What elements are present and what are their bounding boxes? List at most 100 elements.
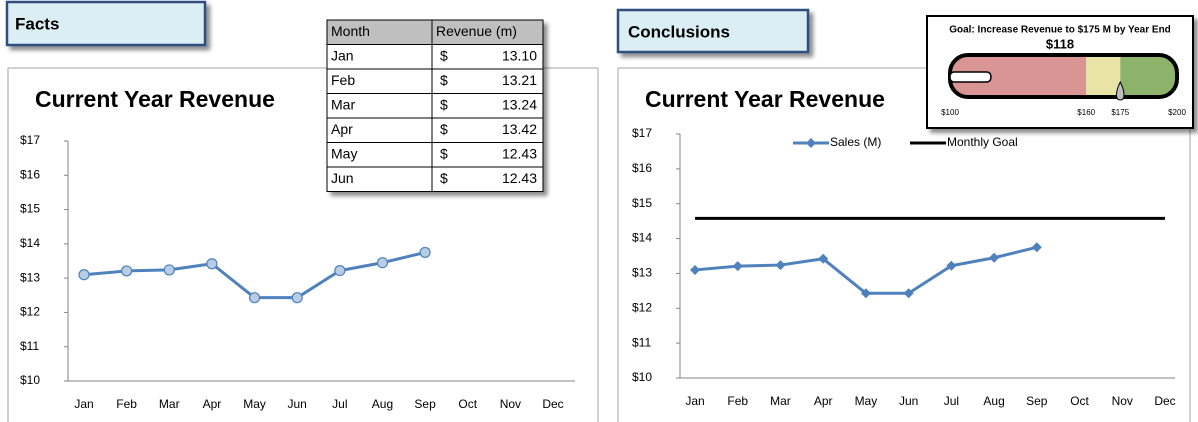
x-tick-label: Jan — [74, 397, 93, 411]
marker — [121, 265, 133, 277]
y-tick-label: $15 — [632, 196, 652, 210]
x-tick-label: Sep — [1026, 394, 1048, 408]
table-cell: $ — [440, 170, 448, 186]
marker — [419, 246, 431, 259]
gauge-needle — [949, 71, 992, 83]
table-header: Month — [331, 23, 370, 39]
y-tick-label: $16 — [632, 161, 652, 175]
marker — [989, 252, 1000, 263]
gauge-tick-label: $175 — [1111, 108, 1129, 117]
x-tick-label: Sep — [414, 397, 436, 411]
table-cell: 13.42 — [502, 121, 537, 137]
marker — [163, 264, 175, 276]
marker — [376, 257, 389, 269]
gauge-tick-label: $160 — [1077, 108, 1095, 117]
chart-title: Current Year Revenue — [645, 86, 885, 112]
table-cell: 13.21 — [502, 72, 537, 88]
x-tick-label: Jun — [899, 394, 918, 408]
table-cell: May — [331, 145, 357, 161]
marker — [1031, 242, 1042, 253]
facts-box — [5, 0, 207, 47]
y-tick-label: $15 — [20, 202, 40, 216]
table-cell: Apr — [331, 121, 353, 137]
table-cell: Jun — [331, 170, 354, 186]
table-cell: $ — [440, 145, 448, 161]
x-tick-label: Dec — [542, 397, 563, 411]
y-tick-label: $12 — [632, 300, 652, 314]
marker — [206, 258, 218, 270]
y-tick-label: $11 — [632, 335, 651, 349]
x-tick-label: Jan — [685, 394, 704, 408]
x-tick-label: Aug — [983, 394, 1004, 408]
table-cell: 13.24 — [502, 96, 537, 112]
x-tick-label: Aug — [372, 397, 393, 411]
y-tick-label: $14 — [632, 231, 652, 245]
x-tick-label: Dec — [1154, 394, 1175, 408]
y-tick-label: $11 — [20, 339, 39, 353]
table-frame — [326, 19, 544, 192]
y-tick-label: $17 — [20, 133, 40, 147]
x-tick-label: Mar — [770, 394, 791, 408]
conclusions-box — [616, 8, 810, 54]
marker — [248, 292, 261, 304]
gauge-band — [1120, 55, 1177, 97]
y-tick-label: $17 — [632, 126, 652, 140]
facts-label: Facts — [15, 14, 59, 33]
x-tick-label: Nov — [500, 397, 521, 411]
y-tick-label: $13 — [20, 270, 40, 284]
gauge-goal-marker — [1116, 80, 1125, 101]
legend-label: Sales (M) — [830, 135, 881, 149]
conclusions-label: Conclusions — [628, 22, 730, 41]
y-tick-label: $10 — [20, 373, 40, 387]
marker — [903, 288, 914, 299]
table-cell: $ — [440, 72, 448, 88]
gauge-tick-label: $200 — [1168, 108, 1186, 117]
x-tick-label: Oct — [458, 397, 477, 411]
x-tick-label: Apr — [814, 394, 833, 408]
y-tick-label: $10 — [632, 370, 652, 384]
marker — [818, 253, 829, 264]
x-tick-label: Feb — [727, 394, 748, 408]
table-cell: $ — [440, 121, 448, 137]
table-cell: Jan — [331, 47, 354, 63]
marker — [78, 269, 90, 281]
marker — [732, 261, 743, 272]
table-cell: 12.43 — [502, 170, 537, 186]
table-header-bg — [326, 19, 544, 45]
gauge-band — [1086, 55, 1121, 97]
legend-marker — [806, 138, 816, 148]
marker — [946, 260, 957, 271]
gauge-title: Goal: Increase Revenue to $175 M by Year… — [949, 25, 1171, 36]
x-tick-label: Jun — [288, 397, 307, 411]
legend-label: Monthly Goal — [947, 135, 1018, 149]
x-tick-label: Apr — [203, 397, 222, 411]
y-tick-label: $14 — [20, 236, 40, 250]
x-tick-label: Feb — [116, 397, 137, 411]
marker — [334, 265, 346, 277]
marker — [860, 288, 871, 299]
y-tick-label: $13 — [632, 266, 652, 280]
marker — [775, 260, 786, 271]
x-tick-label: Jul — [944, 394, 959, 408]
x-tick-label: May — [243, 397, 266, 411]
chart-title: Current Year Revenue — [35, 86, 275, 112]
table-cell: Mar — [331, 96, 355, 112]
table-cell: $ — [440, 47, 448, 63]
gauge-value-label: $118 — [1046, 36, 1074, 51]
table-cell: $ — [440, 96, 448, 112]
x-tick-label: Jul — [332, 397, 347, 411]
marker — [291, 292, 303, 304]
table-cell: 13.10 — [502, 47, 537, 63]
table-cell: Feb — [331, 72, 355, 88]
x-tick-label: Mar — [159, 397, 180, 411]
y-tick-label: $12 — [20, 305, 40, 319]
gauge-tick-label: $100 — [941, 108, 959, 117]
y-tick-label: $16 — [20, 167, 40, 181]
marker — [690, 264, 700, 275]
x-tick-label: Oct — [1070, 394, 1089, 408]
x-tick-label: May — [855, 394, 878, 408]
table-header: Revenue (m) — [436, 23, 517, 39]
x-tick-label: Nov — [1112, 394, 1133, 408]
table-cell: 12.43 — [502, 145, 537, 161]
